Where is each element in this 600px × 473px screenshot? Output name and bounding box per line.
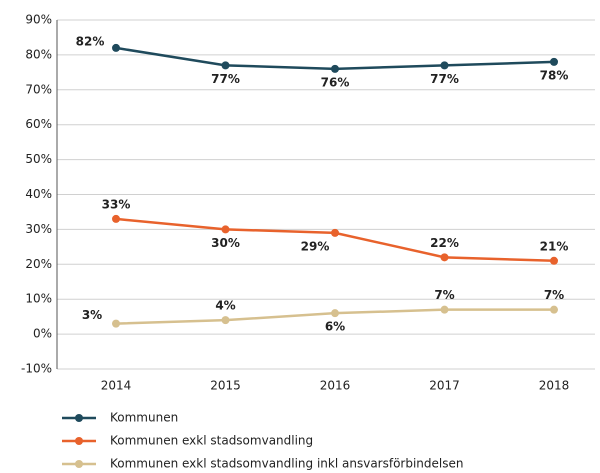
y-tick-label: 80% — [25, 47, 52, 61]
data-point — [550, 256, 558, 265]
data-point — [440, 253, 449, 262]
value-label: 6% — [325, 320, 345, 334]
y-tick-label: 90% — [25, 13, 52, 27]
data-point — [331, 309, 339, 318]
y-tick-label: 60% — [25, 117, 52, 131]
data-point — [221, 225, 230, 234]
data-point — [221, 316, 230, 325]
y-tick-label: 30% — [25, 222, 52, 236]
value-label: 21% — [540, 239, 569, 253]
series-line — [115, 217, 555, 263]
y-tick-label: 0% — [33, 327, 52, 341]
value-label: 33% — [102, 197, 131, 211]
x-tick-label: 2014 — [101, 379, 132, 393]
legend-marker — [75, 437, 83, 445]
x-tick-label: 2018 — [539, 379, 570, 393]
data-point — [331, 64, 339, 73]
y-tick-label: -10% — [21, 362, 52, 376]
data-point — [440, 61, 449, 70]
value-label: 77% — [430, 72, 459, 86]
legend-label: Kommunen exkl stadsomvandling inkl ansva… — [110, 457, 464, 471]
data-point — [550, 57, 558, 66]
value-label: 7% — [544, 288, 564, 302]
data-point — [331, 228, 339, 237]
value-label: 22% — [430, 236, 459, 250]
value-label: 30% — [211, 236, 240, 250]
y-tick-label: 50% — [25, 152, 52, 166]
data-point — [221, 61, 230, 70]
data-point — [112, 43, 120, 52]
value-label: 4% — [215, 299, 235, 313]
x-tick-label: 2015 — [210, 379, 241, 393]
value-label: 76% — [321, 75, 350, 89]
data-point — [550, 305, 558, 314]
data-point — [440, 305, 449, 314]
y-tick-label: 20% — [25, 257, 52, 271]
legend-label: Kommunen exkl stadsomvandling — [110, 434, 313, 448]
legend-marker — [75, 414, 83, 422]
value-label: 29% — [301, 239, 330, 253]
y-tick-label: 40% — [25, 187, 52, 201]
legend-marker — [75, 460, 83, 468]
x-tick-label: 2017 — [429, 379, 460, 393]
value-label: 7% — [434, 288, 454, 302]
value-label: 77% — [211, 72, 240, 86]
legend-label: Kommunen — [110, 411, 178, 425]
value-label: 78% — [540, 68, 569, 82]
y-tick-label: 10% — [25, 292, 52, 306]
data-point — [112, 319, 120, 328]
value-label: 3% — [82, 308, 102, 322]
data-point — [112, 214, 120, 223]
value-label: 82% — [76, 34, 105, 48]
x-tick-label: 2016 — [320, 379, 351, 393]
y-tick-label: 70% — [25, 82, 52, 96]
